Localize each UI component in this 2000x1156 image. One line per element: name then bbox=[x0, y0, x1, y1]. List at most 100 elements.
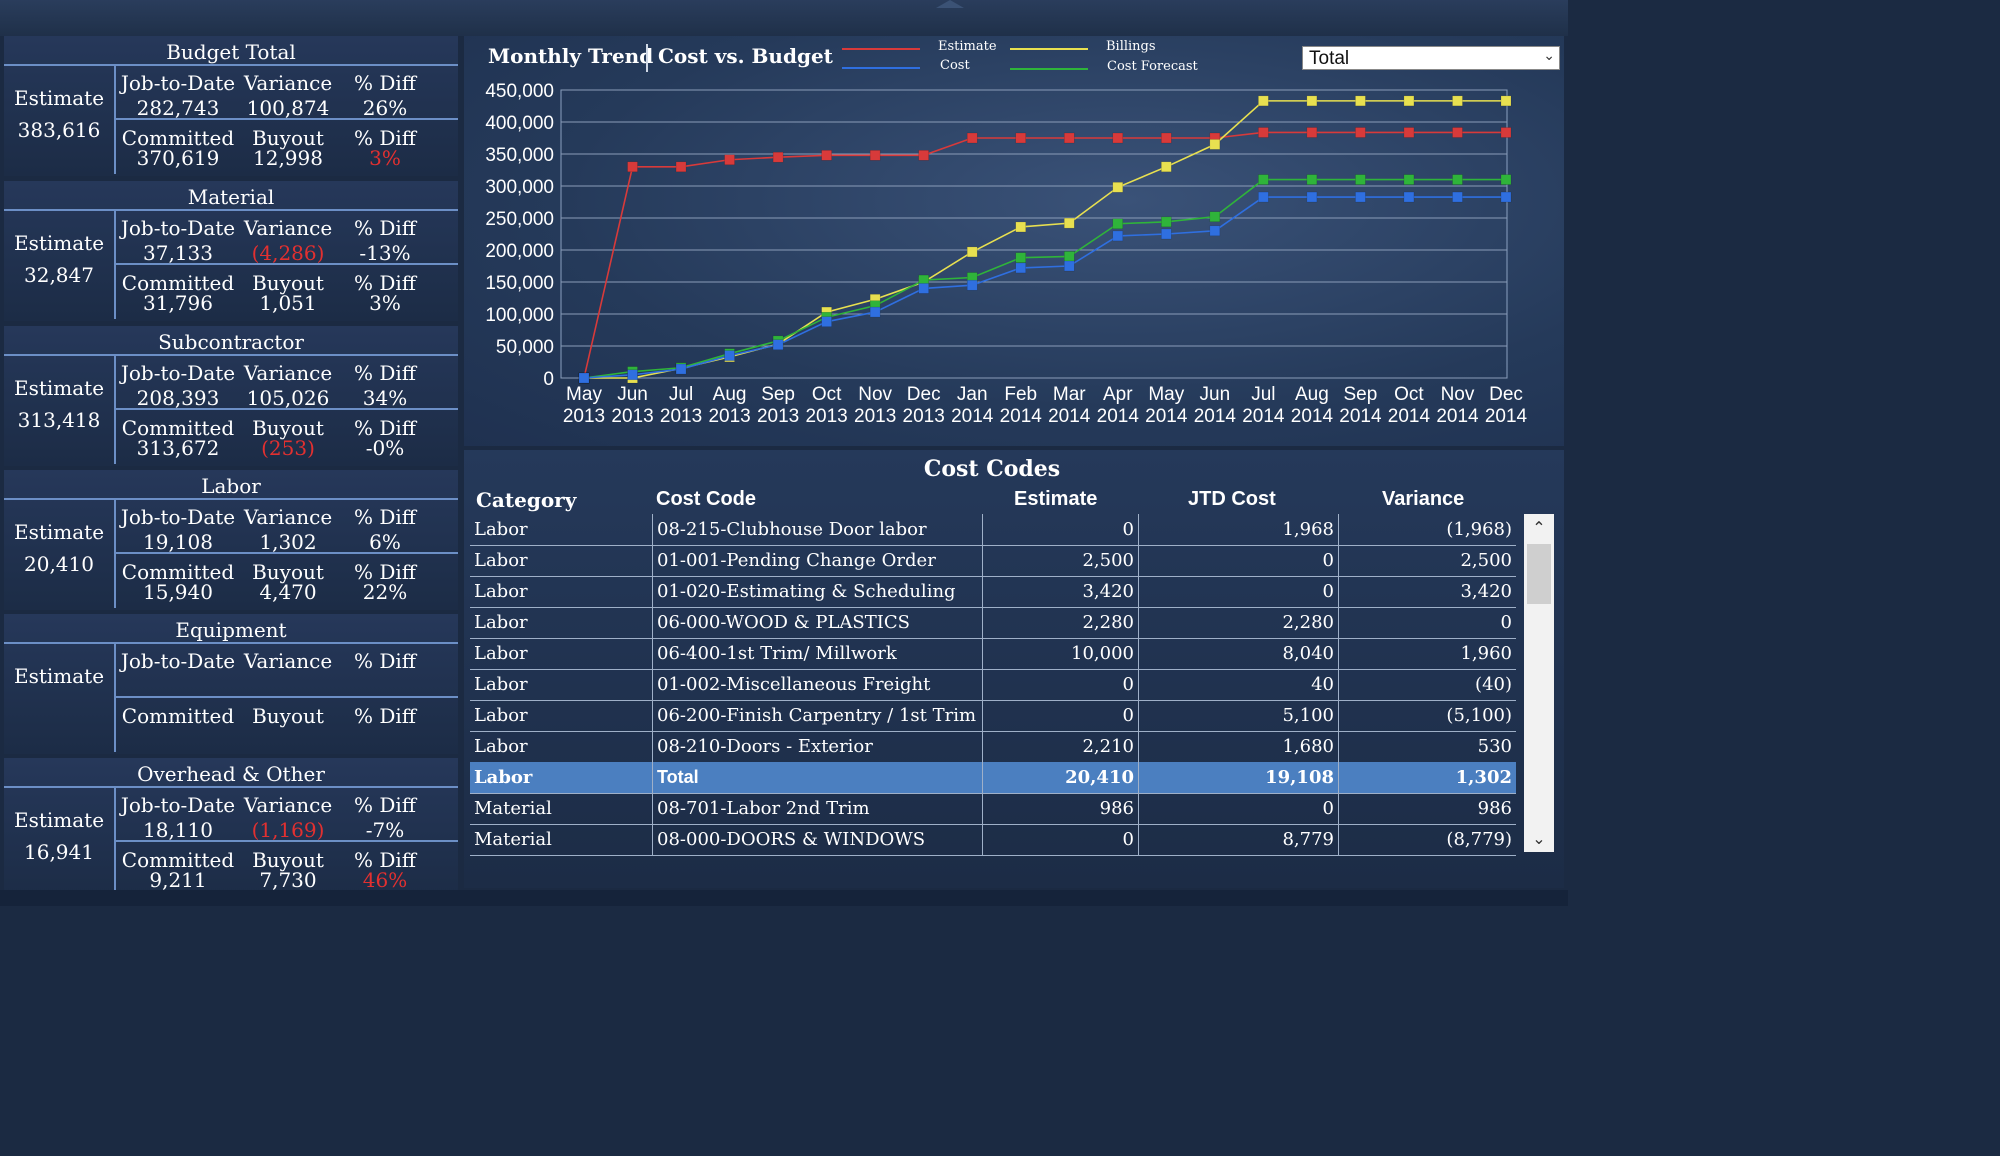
x-tick-year: 2014 bbox=[1000, 406, 1043, 427]
cell-variance: (5,100) bbox=[1338, 700, 1516, 731]
table-row[interactable]: Material 08-701-Labor 2nd Trim 986 0 986 bbox=[470, 793, 1516, 825]
cell-jtd: 0 bbox=[1138, 793, 1338, 824]
series-filter-dropdown[interactable]: Total ⌄ bbox=[1302, 46, 1560, 70]
x-tick-year: 2014 bbox=[1485, 406, 1528, 427]
jtd-value: 208,393 bbox=[136, 386, 220, 410]
x-tick-month: Sep bbox=[1344, 384, 1378, 405]
table-row[interactable]: Labor 01-001-Pending Change Order 2,500 0 2,… bbox=[470, 545, 1516, 577]
variance-value: (1,169) bbox=[251, 818, 325, 842]
data-point-billings bbox=[1500, 95, 1512, 107]
x-tick-year: 2013 bbox=[660, 406, 702, 427]
jtd-label: Job-to-Date bbox=[120, 71, 236, 95]
scroll-up-icon[interactable]: ⌃ bbox=[1532, 518, 1546, 537]
cell-estimate: 0 bbox=[982, 669, 1138, 700]
y-tick-label: 200,000 bbox=[485, 241, 554, 262]
header-category[interactable]: Category bbox=[476, 488, 577, 512]
cell-code: 08-000-DOORS & WINDOWS bbox=[652, 824, 982, 855]
data-point-estimate bbox=[675, 161, 687, 173]
header-variance[interactable]: Variance bbox=[1382, 488, 1465, 510]
collapse-notch[interactable] bbox=[936, 0, 964, 8]
divider bbox=[4, 64, 458, 66]
x-tick-month: Aug bbox=[1295, 384, 1329, 405]
table-row[interactable]: Labor 06-400-1st Trim/ Millwork 10,000 8,04… bbox=[470, 638, 1516, 670]
x-tick-year: 2013 bbox=[563, 406, 605, 427]
table-row[interactable]: Labor 01-002-Miscellaneous Freight 0 40 (40) bbox=[470, 669, 1516, 701]
x-tick-year: 2014 bbox=[1339, 406, 1382, 427]
x-tick-month: Nov bbox=[858, 384, 892, 405]
cell-jtd: 5,100 bbox=[1138, 700, 1338, 731]
table-row[interactable]: Labor 06-000-WOOD & PLASTICS 2,280 2,280 0 bbox=[470, 607, 1516, 639]
cell-jtd: 0 bbox=[1138, 545, 1338, 576]
y-tick-label: 250,000 bbox=[485, 209, 554, 230]
legend-swatch-estimate bbox=[842, 48, 920, 50]
x-tick-month: Oct bbox=[812, 384, 842, 405]
x-tick-month: Mar bbox=[1053, 384, 1086, 405]
legend-cost: Cost bbox=[940, 58, 970, 73]
data-point-cost bbox=[1015, 262, 1026, 274]
scroll-thumb[interactable] bbox=[1527, 544, 1551, 604]
jtd-label: Job-to-Date bbox=[120, 505, 236, 529]
data-point-cost bbox=[1112, 230, 1124, 242]
data-point-cost bbox=[675, 363, 687, 375]
table-row[interactable]: Material 08-000-DOORS & WINDOWS 0 8,779 (8,7… bbox=[470, 824, 1516, 856]
cell-category: Labor bbox=[474, 705, 528, 726]
header-cost-code[interactable]: Cost Code bbox=[656, 488, 756, 510]
pct-diff-value: 3% bbox=[369, 291, 401, 315]
buyout-value: 12,998 bbox=[253, 146, 323, 170]
series-line-estimate bbox=[583, 131, 1506, 379]
scroll-down-icon[interactable]: ⌄ bbox=[1532, 829, 1546, 848]
table-row-selected[interactable]: Labor Total 20,410 19,108 1,302 bbox=[470, 762, 1516, 794]
data-point-estimate bbox=[1064, 132, 1075, 144]
pct-diff-value: -7% bbox=[365, 818, 405, 842]
pct-diff-label: % Diff bbox=[353, 560, 416, 584]
panel-title: Subcontractor bbox=[158, 330, 304, 354]
data-point-cost-forecast bbox=[1015, 252, 1026, 263]
legend-estimate: Estimate bbox=[938, 39, 997, 54]
panel-title: Material bbox=[187, 185, 275, 209]
committed-value: 313,672 bbox=[136, 436, 220, 460]
data-point-cost-forecast bbox=[1355, 174, 1366, 185]
table-row[interactable]: Labor 01-020-Estimating & Scheduling 3,420… bbox=[470, 576, 1516, 608]
pct-diff-label: % Diff bbox=[353, 271, 416, 295]
pct-diff-value: 6% bbox=[369, 530, 401, 554]
divider bbox=[4, 354, 458, 356]
cell-jtd: 1,680 bbox=[1138, 731, 1338, 762]
table-scrollbar[interactable]: ⌃ ⌄ bbox=[1524, 514, 1554, 852]
panel-budget-total: Budget Total Estimate 383,616 Job-to-Date Va… bbox=[4, 36, 458, 176]
divider bbox=[116, 696, 458, 698]
cell-code: 06-400-1st Trim/ Millwork bbox=[652, 638, 982, 669]
x-tick-year: 2013 bbox=[805, 406, 847, 427]
estimate-label: Estimate bbox=[13, 808, 105, 832]
header-jtd-cost[interactable]: JTD Cost bbox=[1188, 488, 1276, 510]
cell-jtd: 2,280 bbox=[1138, 607, 1338, 638]
jtd-label: Job-to-Date bbox=[120, 793, 236, 817]
data-point-cost bbox=[772, 339, 784, 350]
committed-value: 370,619 bbox=[136, 146, 220, 170]
cell-estimate: 10,000 bbox=[982, 638, 1138, 669]
data-point-billings bbox=[1452, 95, 1463, 107]
panel-subcontractor: Subcontractor Estimate 313,418 Job-to-Date V… bbox=[4, 326, 458, 466]
cell-code: 08-210-Doors - Exterior bbox=[652, 731, 982, 762]
table-row[interactable]: Labor 08-215-Clubhouse Door labor 0 1,968 (1… bbox=[470, 514, 1516, 546]
jtd-label: Job-to-Date bbox=[120, 216, 236, 240]
cell-estimate: 20,410 bbox=[982, 762, 1138, 793]
buyout-value: 4,470 bbox=[259, 580, 317, 604]
chevron-down-icon[interactable]: ⌄ bbox=[1543, 48, 1555, 64]
data-point-billings bbox=[1015, 221, 1026, 233]
x-tick-month: Jun bbox=[617, 384, 648, 405]
cell-jtd: 0 bbox=[1138, 576, 1338, 607]
pct-diff-value: 22% bbox=[362, 580, 408, 604]
x-tick-month: Feb bbox=[1004, 384, 1037, 405]
table-row[interactable]: Labor 06-200-Finish Carpentry / 1st Trim 0… bbox=[470, 700, 1516, 732]
committed-label: Committed bbox=[121, 271, 235, 295]
x-tick-year: 2014 bbox=[1048, 406, 1091, 427]
dropdown-value: Total bbox=[1309, 48, 1350, 69]
bottom-band bbox=[0, 890, 1568, 906]
variance-value: (4,286) bbox=[251, 241, 325, 265]
cell-code: 01-002-Miscellaneous Freight bbox=[652, 669, 982, 700]
data-point-cost-forecast bbox=[1306, 174, 1318, 185]
data-point-cost bbox=[966, 279, 978, 291]
table-row[interactable]: Labor 08-210-Doors - Exterior 2,210 1,680 53… bbox=[470, 731, 1516, 763]
y-tick-label: 100,000 bbox=[485, 305, 554, 326]
header-estimate[interactable]: Estimate bbox=[1014, 488, 1098, 510]
